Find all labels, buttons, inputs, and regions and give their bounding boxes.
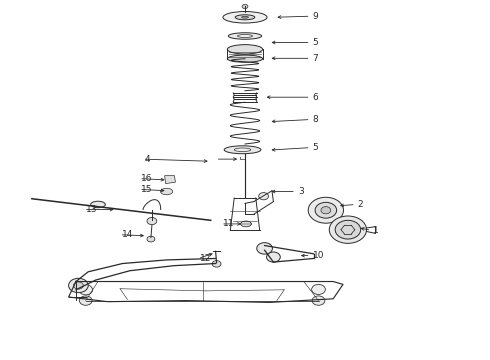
- Ellipse shape: [235, 15, 255, 20]
- Text: 6: 6: [313, 93, 318, 102]
- Circle shape: [315, 202, 337, 218]
- Text: 16: 16: [141, 174, 152, 183]
- Ellipse shape: [223, 12, 267, 23]
- Ellipse shape: [224, 146, 261, 154]
- Circle shape: [267, 252, 280, 262]
- Text: 2: 2: [358, 200, 363, 209]
- Text: 1: 1: [373, 226, 379, 235]
- Text: 13: 13: [86, 205, 97, 214]
- Text: 3: 3: [298, 187, 304, 196]
- Circle shape: [312, 284, 325, 294]
- Text: 15: 15: [141, 185, 152, 194]
- Ellipse shape: [242, 17, 248, 18]
- Circle shape: [242, 4, 248, 9]
- Circle shape: [335, 220, 361, 239]
- Ellipse shape: [91, 201, 105, 208]
- Circle shape: [312, 296, 325, 305]
- Ellipse shape: [227, 55, 263, 62]
- Text: 5: 5: [313, 143, 318, 152]
- Circle shape: [308, 197, 343, 223]
- Ellipse shape: [234, 148, 251, 152]
- Circle shape: [147, 217, 157, 225]
- Circle shape: [259, 193, 269, 200]
- Ellipse shape: [241, 221, 251, 227]
- Text: 11: 11: [223, 219, 234, 228]
- Ellipse shape: [227, 45, 263, 54]
- Ellipse shape: [161, 188, 172, 195]
- Circle shape: [74, 282, 83, 289]
- Text: 14: 14: [122, 230, 133, 239]
- Ellipse shape: [238, 35, 252, 37]
- Circle shape: [329, 216, 367, 243]
- Text: 8: 8: [313, 115, 318, 124]
- Text: 7: 7: [313, 54, 318, 63]
- Circle shape: [79, 296, 92, 305]
- Text: 10: 10: [313, 251, 324, 260]
- Circle shape: [257, 243, 272, 254]
- Circle shape: [212, 261, 221, 267]
- Circle shape: [321, 207, 331, 214]
- Circle shape: [69, 278, 88, 293]
- Text: 5: 5: [313, 38, 318, 47]
- Text: 9: 9: [313, 12, 318, 21]
- Text: 12: 12: [200, 254, 211, 263]
- Text: 4: 4: [145, 154, 150, 163]
- Circle shape: [147, 236, 155, 242]
- Circle shape: [79, 285, 93, 295]
- Polygon shape: [165, 176, 175, 184]
- Ellipse shape: [228, 33, 262, 39]
